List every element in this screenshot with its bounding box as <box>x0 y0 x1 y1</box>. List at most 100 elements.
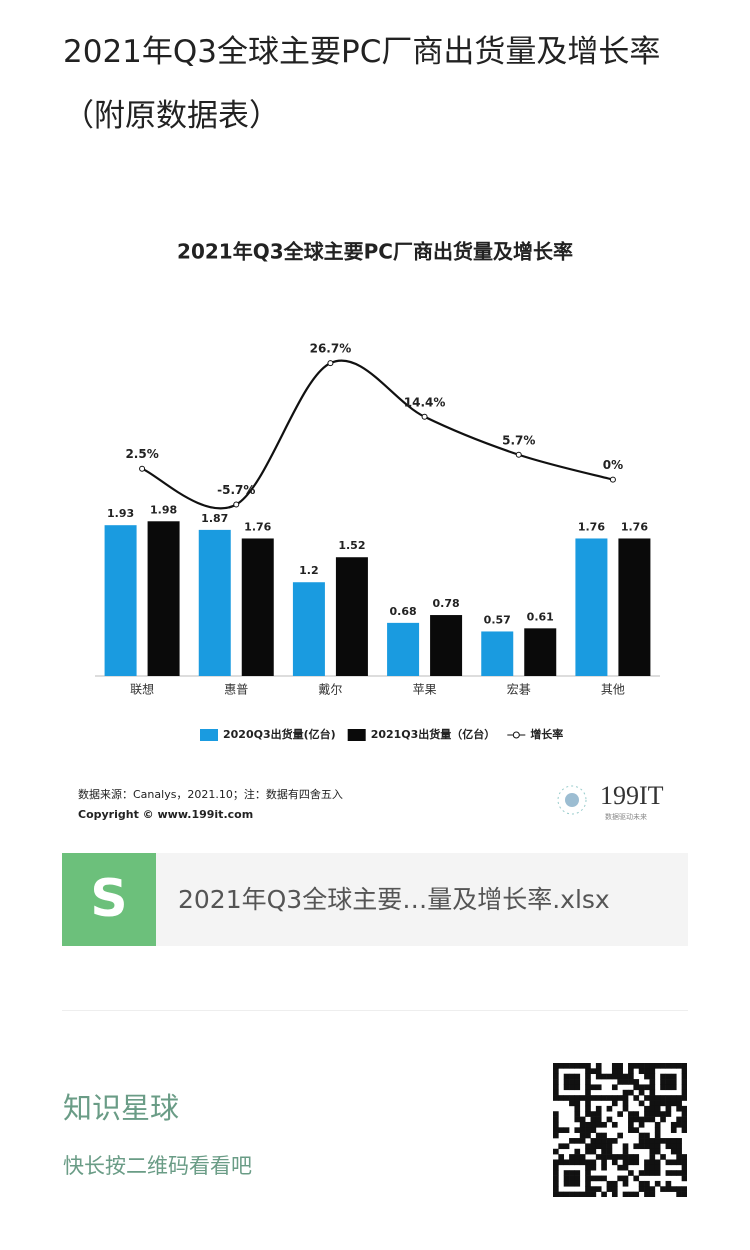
chart-title: 2021年Q3全球主要PC厂商出货量及增长率 <box>177 240 573 264</box>
qr-cell <box>617 1164 623 1171</box>
qr-cell <box>633 1159 640 1166</box>
qr-cell <box>590 1159 597 1166</box>
qr-cell <box>617 1132 623 1139</box>
qr-cell <box>644 1180 650 1187</box>
qr-cell <box>649 1159 656 1166</box>
qr-code[interactable] <box>553 1063 687 1197</box>
qr-cell <box>585 1186 591 1192</box>
line-point <box>327 360 334 367</box>
qr-cell <box>665 1180 672 1187</box>
qr-cell <box>563 1063 570 1069</box>
qr-cell <box>681 1084 687 1091</box>
qr-cell <box>670 1143 677 1150</box>
qr-cell <box>644 1105 650 1112</box>
qr-cell <box>563 1143 570 1150</box>
qr-cell <box>595 1068 602 1075</box>
qr-cell <box>611 1063 618 1069</box>
qr-cell <box>585 1127 591 1133</box>
qr-cell <box>606 1154 613 1160</box>
qr-cell <box>654 1095 661 1101</box>
qr-cell <box>633 1079 640 1085</box>
divider <box>62 1010 688 1011</box>
file-card[interactable]: S 2021年Q3全球主要…量及增长率.xlsx <box>62 853 688 946</box>
qr-cell <box>574 1180 581 1187</box>
qr-cell <box>553 1068 559 1075</box>
qr-cell <box>665 1105 672 1112</box>
qr-cell <box>676 1100 682 1107</box>
qr-cell <box>676 1191 682 1197</box>
qr-cell <box>681 1089 687 1096</box>
qr-cell <box>676 1063 682 1069</box>
logo-mark <box>565 793 579 807</box>
qr-cell <box>601 1175 607 1182</box>
qr-cell <box>585 1089 591 1096</box>
qr-cell <box>585 1105 591 1112</box>
legend-label: 2020Q3出货量(亿台) <box>223 727 336 741</box>
footer-hint: 快长按二维码看看吧 <box>63 1154 252 1178</box>
footer-title: 知识星球 <box>63 1091 180 1125</box>
qr-cell <box>574 1079 581 1085</box>
qr-cell <box>574 1170 581 1176</box>
qr-cell <box>660 1154 666 1160</box>
qr-cell <box>574 1154 581 1160</box>
qr-cell <box>628 1159 634 1166</box>
qr-cell <box>665 1079 672 1085</box>
qr-cell <box>670 1073 677 1080</box>
qr-cell <box>601 1073 607 1080</box>
qr-cell <box>606 1148 613 1155</box>
qr-cell <box>654 1132 661 1139</box>
qr-cell <box>553 1079 559 1085</box>
qr-cell <box>569 1095 575 1101</box>
qr-cell <box>654 1138 661 1144</box>
qr-cell <box>569 1073 575 1080</box>
qr-cell <box>649 1111 656 1117</box>
qr-cell <box>622 1148 629 1155</box>
qr-cell <box>665 1063 672 1069</box>
qr-cell <box>574 1127 581 1133</box>
qr-cell <box>681 1116 687 1123</box>
qr-cell <box>595 1154 602 1160</box>
data-label: 14.4% <box>404 395 446 409</box>
qr-cell <box>633 1154 640 1160</box>
qr-cell <box>670 1079 677 1085</box>
qr-cell <box>585 1143 591 1150</box>
qr-cell <box>563 1180 570 1187</box>
qr-cell <box>574 1084 581 1091</box>
qr-cell <box>553 1073 559 1080</box>
qr-cell <box>585 1095 591 1101</box>
data-label: 5.7% <box>502 433 535 447</box>
line-point <box>139 465 146 472</box>
qr-cell <box>617 1063 623 1069</box>
qr-cell <box>606 1143 613 1150</box>
qr-cell <box>601 1191 607 1197</box>
qr-cell <box>622 1180 629 1187</box>
qr-cell <box>670 1127 677 1133</box>
qr-cell <box>590 1175 597 1182</box>
qr-cell <box>595 1138 602 1144</box>
qr-cell <box>574 1063 581 1069</box>
qr-cell <box>585 1191 591 1197</box>
qr-cell <box>665 1100 672 1107</box>
qr-cell <box>590 1121 597 1128</box>
qr-cell <box>670 1186 677 1192</box>
qr-cell <box>628 1068 634 1075</box>
qr-cell <box>585 1170 591 1176</box>
file-name: 2021年Q3全球主要…量及增长率.xlsx <box>178 885 610 914</box>
qr-cell <box>638 1138 645 1144</box>
qr-cell <box>611 1095 618 1101</box>
qr-cell <box>622 1073 629 1080</box>
data-label: 1.98 <box>150 503 177 516</box>
qr-cell <box>585 1132 591 1139</box>
qr-cell <box>590 1095 597 1101</box>
qr-cell <box>617 1154 623 1160</box>
bar <box>430 615 463 676</box>
qr-cell <box>601 1095 607 1101</box>
logo-tagline: 数据驱动未来 <box>605 812 647 821</box>
qr-cell <box>644 1084 650 1091</box>
bar <box>618 538 651 676</box>
qr-cell <box>644 1068 650 1075</box>
qr-cell <box>595 1116 602 1123</box>
qr-cell <box>649 1073 656 1080</box>
qr-cell <box>654 1148 661 1155</box>
qr-cell <box>585 1079 591 1085</box>
